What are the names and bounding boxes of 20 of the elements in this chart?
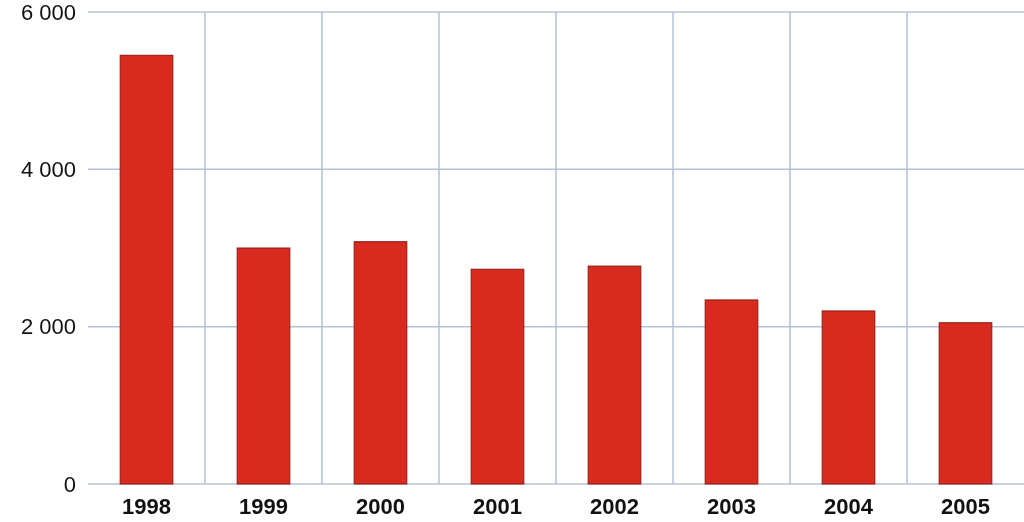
x-tick-label: 2001	[473, 494, 522, 519]
x-tick-label: 2003	[707, 494, 756, 519]
bar	[470, 268, 525, 485]
x-tick-label: 2000	[356, 494, 405, 519]
y-tick-label: 4 000	[20, 157, 76, 183]
y-tick-label: 2 000	[20, 314, 76, 340]
bar	[236, 247, 291, 485]
x-tick-label: 1998	[122, 494, 171, 519]
y-tick-label: 6 000	[20, 0, 76, 25]
x-tick-label: 1999	[239, 494, 288, 519]
bar	[821, 310, 876, 485]
y-tick-label: 0	[63, 471, 76, 497]
x-tick-label: 2002	[590, 494, 639, 519]
bar	[704, 299, 759, 485]
bar	[353, 241, 408, 485]
bar	[119, 54, 174, 485]
x-tick-label: 2004	[824, 494, 874, 519]
x-tick-label: 2005	[941, 494, 990, 519]
bar	[587, 265, 642, 485]
bar	[938, 322, 993, 485]
